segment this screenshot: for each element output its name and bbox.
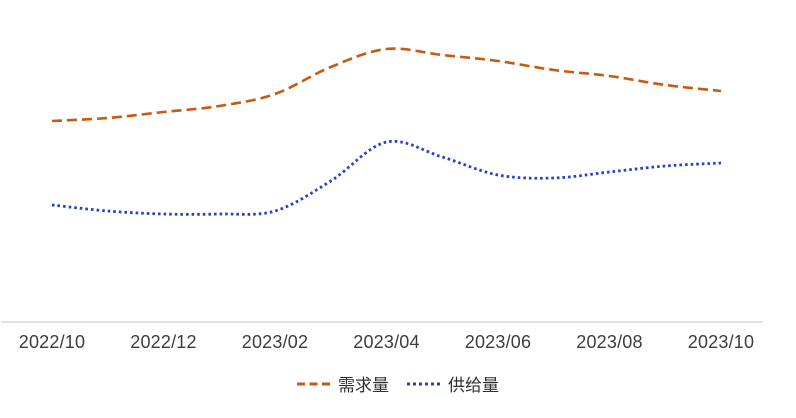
demand-dashed-line-icon	[297, 382, 331, 385]
legend-label-supply: 供给量	[448, 376, 499, 395]
supply-line	[51, 139, 722, 216]
supply-dotted-line-icon	[407, 382, 441, 385]
legend-item-supply: 供给量	[407, 371, 499, 396]
legend-label-demand: 需求量	[338, 376, 389, 395]
legend: 需求量 供给量	[0, 371, 796, 396]
demand-line	[51, 47, 722, 123]
legend-item-demand: 需求量	[297, 371, 389, 396]
